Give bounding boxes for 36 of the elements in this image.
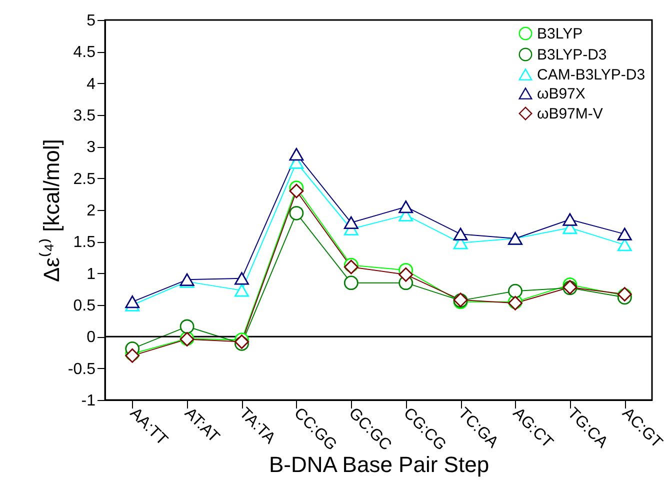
legend-label: ωB97M-V <box>537 106 603 122</box>
y-tick-label: -0.5 <box>68 360 96 378</box>
y-tick-label: 2.5 <box>73 170 96 188</box>
y-tick-label: 1 <box>86 266 96 283</box>
point <box>125 295 140 308</box>
point <box>234 284 249 297</box>
y-tick-label: -1 <box>81 392 96 410</box>
y-tick-label: 4.5 <box>73 44 96 62</box>
point <box>617 238 632 252</box>
legend-label: B3LYP <box>537 26 583 42</box>
point <box>180 319 194 334</box>
y-tick-label: 0.5 <box>73 298 96 314</box>
point <box>562 213 578 226</box>
y-tick-label: 3 <box>86 139 96 156</box>
point <box>453 228 468 240</box>
x-axis-title: B-DNA Base Pair Step <box>268 452 490 478</box>
point <box>289 206 304 220</box>
legend-label: CAM-B3LYP-D3 <box>537 66 646 84</box>
y-tick-label: 2 <box>86 202 96 220</box>
legend-label: ωB97X <box>537 86 586 102</box>
y-axis-title: Δε⁽⁴⁾ [kcal/mol] <box>38 139 64 282</box>
legend-label: B3LYP-D3 <box>537 46 607 64</box>
point <box>344 216 358 230</box>
y-tick-label: 3.5 <box>73 108 96 124</box>
point <box>398 200 414 214</box>
y-tick-label: 5 <box>86 12 96 30</box>
point <box>508 284 522 298</box>
point <box>617 228 632 240</box>
y-tick-label: 1.5 <box>73 234 96 252</box>
point <box>289 148 304 161</box>
point <box>289 184 304 198</box>
point <box>398 267 414 282</box>
y-tick-label: 4 <box>86 76 96 93</box>
y-tick-label: 0 <box>86 329 96 346</box>
point <box>344 276 358 290</box>
point <box>234 272 249 285</box>
